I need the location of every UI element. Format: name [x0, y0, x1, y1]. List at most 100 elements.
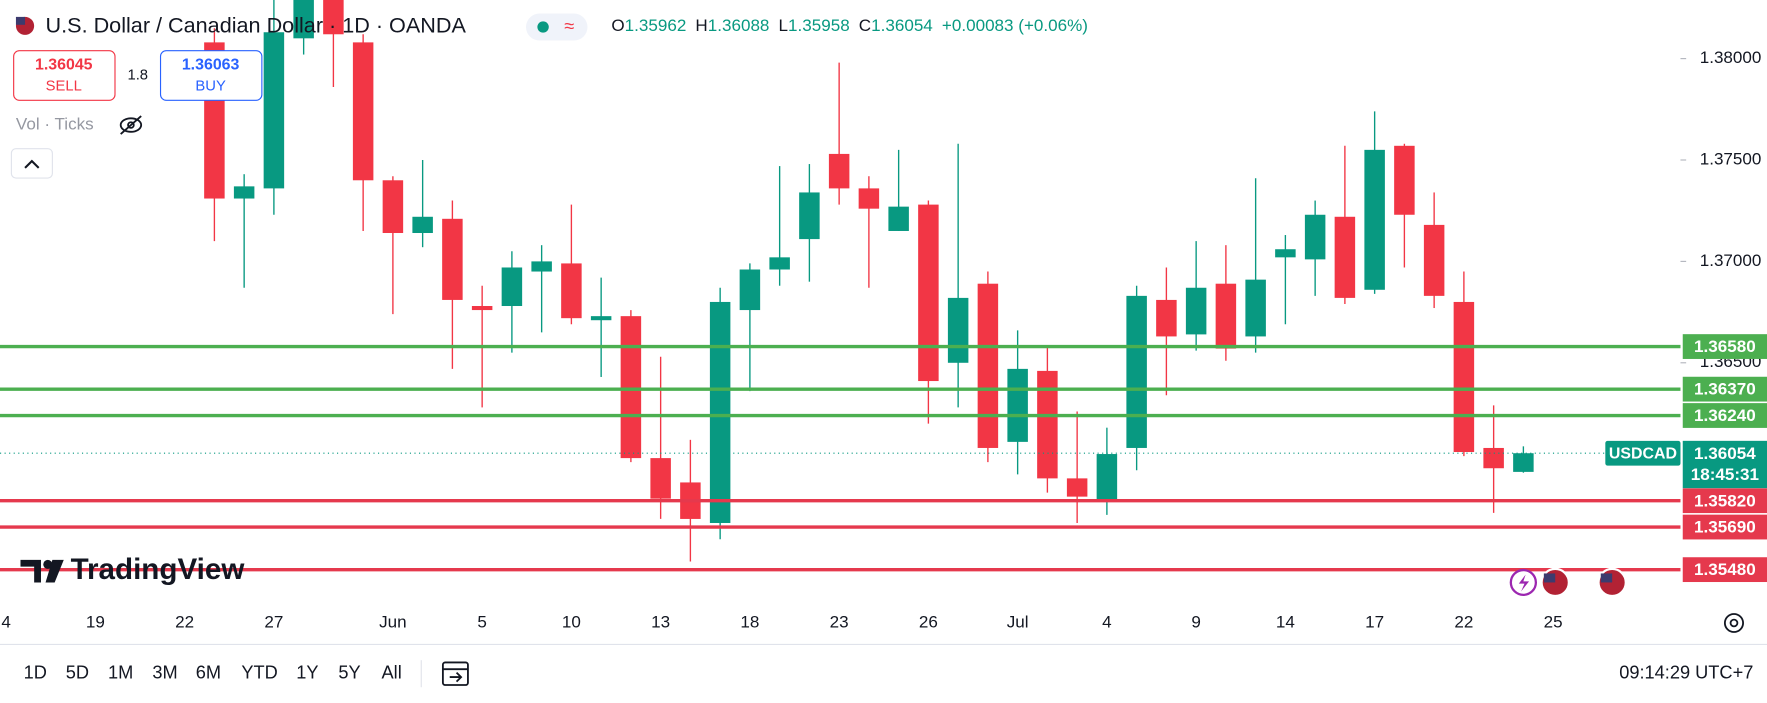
y-tick-label: 1.37000 [1700, 251, 1762, 270]
last-price-label: 1.36054 [1694, 444, 1756, 463]
range-button[interactable]: 1M [108, 663, 133, 683]
candle-body [709, 301, 731, 523]
ohlc-legend: O1.35962 H1.36088 L1.35958 C1.36054 +0.00083… [611, 17, 1088, 36]
candle-body [471, 306, 493, 311]
x-tick-label: 25 [1544, 613, 1563, 632]
y-tick-label: 1.38000 [1700, 48, 1762, 67]
symbol-title: U.S. Dollar / Canadian Dollar · 1D · OAN… [46, 14, 467, 38]
range-button[interactable]: 1Y [296, 663, 318, 683]
sell-label: SELL [46, 79, 82, 95]
candle-body [828, 153, 850, 189]
logo-mark-dot [43, 559, 53, 569]
candle-body [947, 297, 969, 363]
candle-body [263, 32, 285, 189]
logo-mark-part [45, 559, 64, 583]
buy-price: 1.36063 [182, 57, 240, 74]
x-tick-label: 17 [1365, 613, 1384, 632]
x-tick-label: Jul [1007, 613, 1029, 632]
logo: TradingView [20, 553, 244, 586]
price-label-box [1682, 334, 1767, 359]
candle-body [561, 263, 582, 319]
hide-icon[interactable] [119, 115, 143, 135]
range-button[interactable]: 3M [152, 663, 177, 683]
range-button[interactable]: All [382, 663, 402, 683]
settings-icon[interactable] [1723, 613, 1745, 633]
status-pill[interactable] [526, 13, 588, 41]
collapse-button[interactable] [10, 148, 53, 179]
x-tick-label: 10 [562, 613, 581, 632]
range-button[interactable]: 1D [24, 663, 47, 683]
range-button[interactable]: 5D [66, 663, 89, 683]
x-tick-label: 26 [919, 613, 938, 632]
candle-body [799, 192, 820, 240]
ohlc-value: 1.35958 [788, 17, 850, 36]
candle-body [501, 267, 523, 307]
price-label: 1.35820 [1694, 491, 1756, 510]
symbol-label: USDCAD [1609, 446, 1677, 463]
range-button[interactable]: 6M [196, 663, 221, 683]
spread: 1.8 [127, 67, 148, 83]
ohlc-label: O [611, 17, 624, 36]
x-tick-label: 14 [1276, 613, 1295, 632]
candle-body [1215, 283, 1237, 349]
range-button[interactable]: 5Y [338, 663, 360, 683]
candle-body [858, 188, 880, 209]
sell-price: 1.36045 [35, 57, 93, 74]
y-tick-label: 1.37500 [1700, 150, 1762, 169]
candle-body [769, 257, 790, 270]
price-label-box [1682, 514, 1767, 540]
lightning-icon [1518, 574, 1530, 592]
ohlc-value: 1.36088 [708, 17, 770, 36]
candle-body [323, 0, 344, 35]
price-label: 1.35690 [1694, 518, 1756, 537]
candle-body [1007, 368, 1028, 442]
candle-body [1066, 478, 1088, 497]
candle-body [1037, 370, 1058, 479]
buy-button[interactable] [159, 50, 263, 101]
price-label: 1.36580 [1694, 337, 1756, 356]
candle-body [382, 180, 404, 234]
x-tick-label: 23 [830, 613, 849, 632]
candle-body [1156, 299, 1177, 337]
last-price-box [1682, 440, 1767, 489]
ohlc-label: L [779, 17, 788, 36]
candle-body [293, 0, 314, 39]
price-label-box [1682, 403, 1767, 428]
flag-canton [1543, 573, 1556, 583]
sell-button[interactable] [13, 50, 116, 101]
candle-body [739, 269, 761, 311]
x-tick-label: Jun [379, 613, 407, 632]
ohlc-value: 1.36054 [871, 17, 933, 36]
candle-body [918, 204, 939, 382]
candle-body [1483, 447, 1504, 469]
header: U.S. Dollar / Canadian Dollar · 1D · OAN… [15, 13, 1088, 41]
candle-body [1275, 249, 1296, 258]
data-delay-icon: ≈ [564, 16, 574, 36]
countdown-label: 18:45:31 [1691, 465, 1759, 484]
price-label-box [1682, 557, 1767, 583]
range-button[interactable]: YTD [241, 663, 277, 683]
indicator-label: Vol · Ticks [16, 115, 94, 134]
ohlc-value: 1.35962 [625, 17, 687, 36]
candle-body [1334, 216, 1356, 298]
candle-body [1185, 287, 1207, 335]
buy-label: BUY [195, 79, 226, 95]
candle-body [1096, 454, 1118, 501]
candle-body [1126, 295, 1147, 448]
events [1509, 567, 1627, 598]
clock: 09:14:29 UTC+7 [1619, 663, 1753, 683]
price-label-box [1682, 488, 1767, 514]
x-tick-label: 19 [86, 613, 105, 632]
plot-area [204, 0, 1534, 562]
symbol-box [1605, 440, 1681, 466]
calendar-icon[interactable] [441, 661, 469, 686]
flag-canton [1600, 573, 1613, 583]
candle-body [1394, 145, 1415, 215]
toolbar: 1D 5D 1M 3M 6M YTD 1Y 5Y All [24, 663, 402, 683]
candle-body [888, 206, 909, 231]
x-tick-label: 9 [1191, 613, 1200, 632]
candle-body [233, 186, 255, 199]
logo-text: TradingView [71, 553, 245, 586]
ohlc-label: C [859, 17, 871, 36]
